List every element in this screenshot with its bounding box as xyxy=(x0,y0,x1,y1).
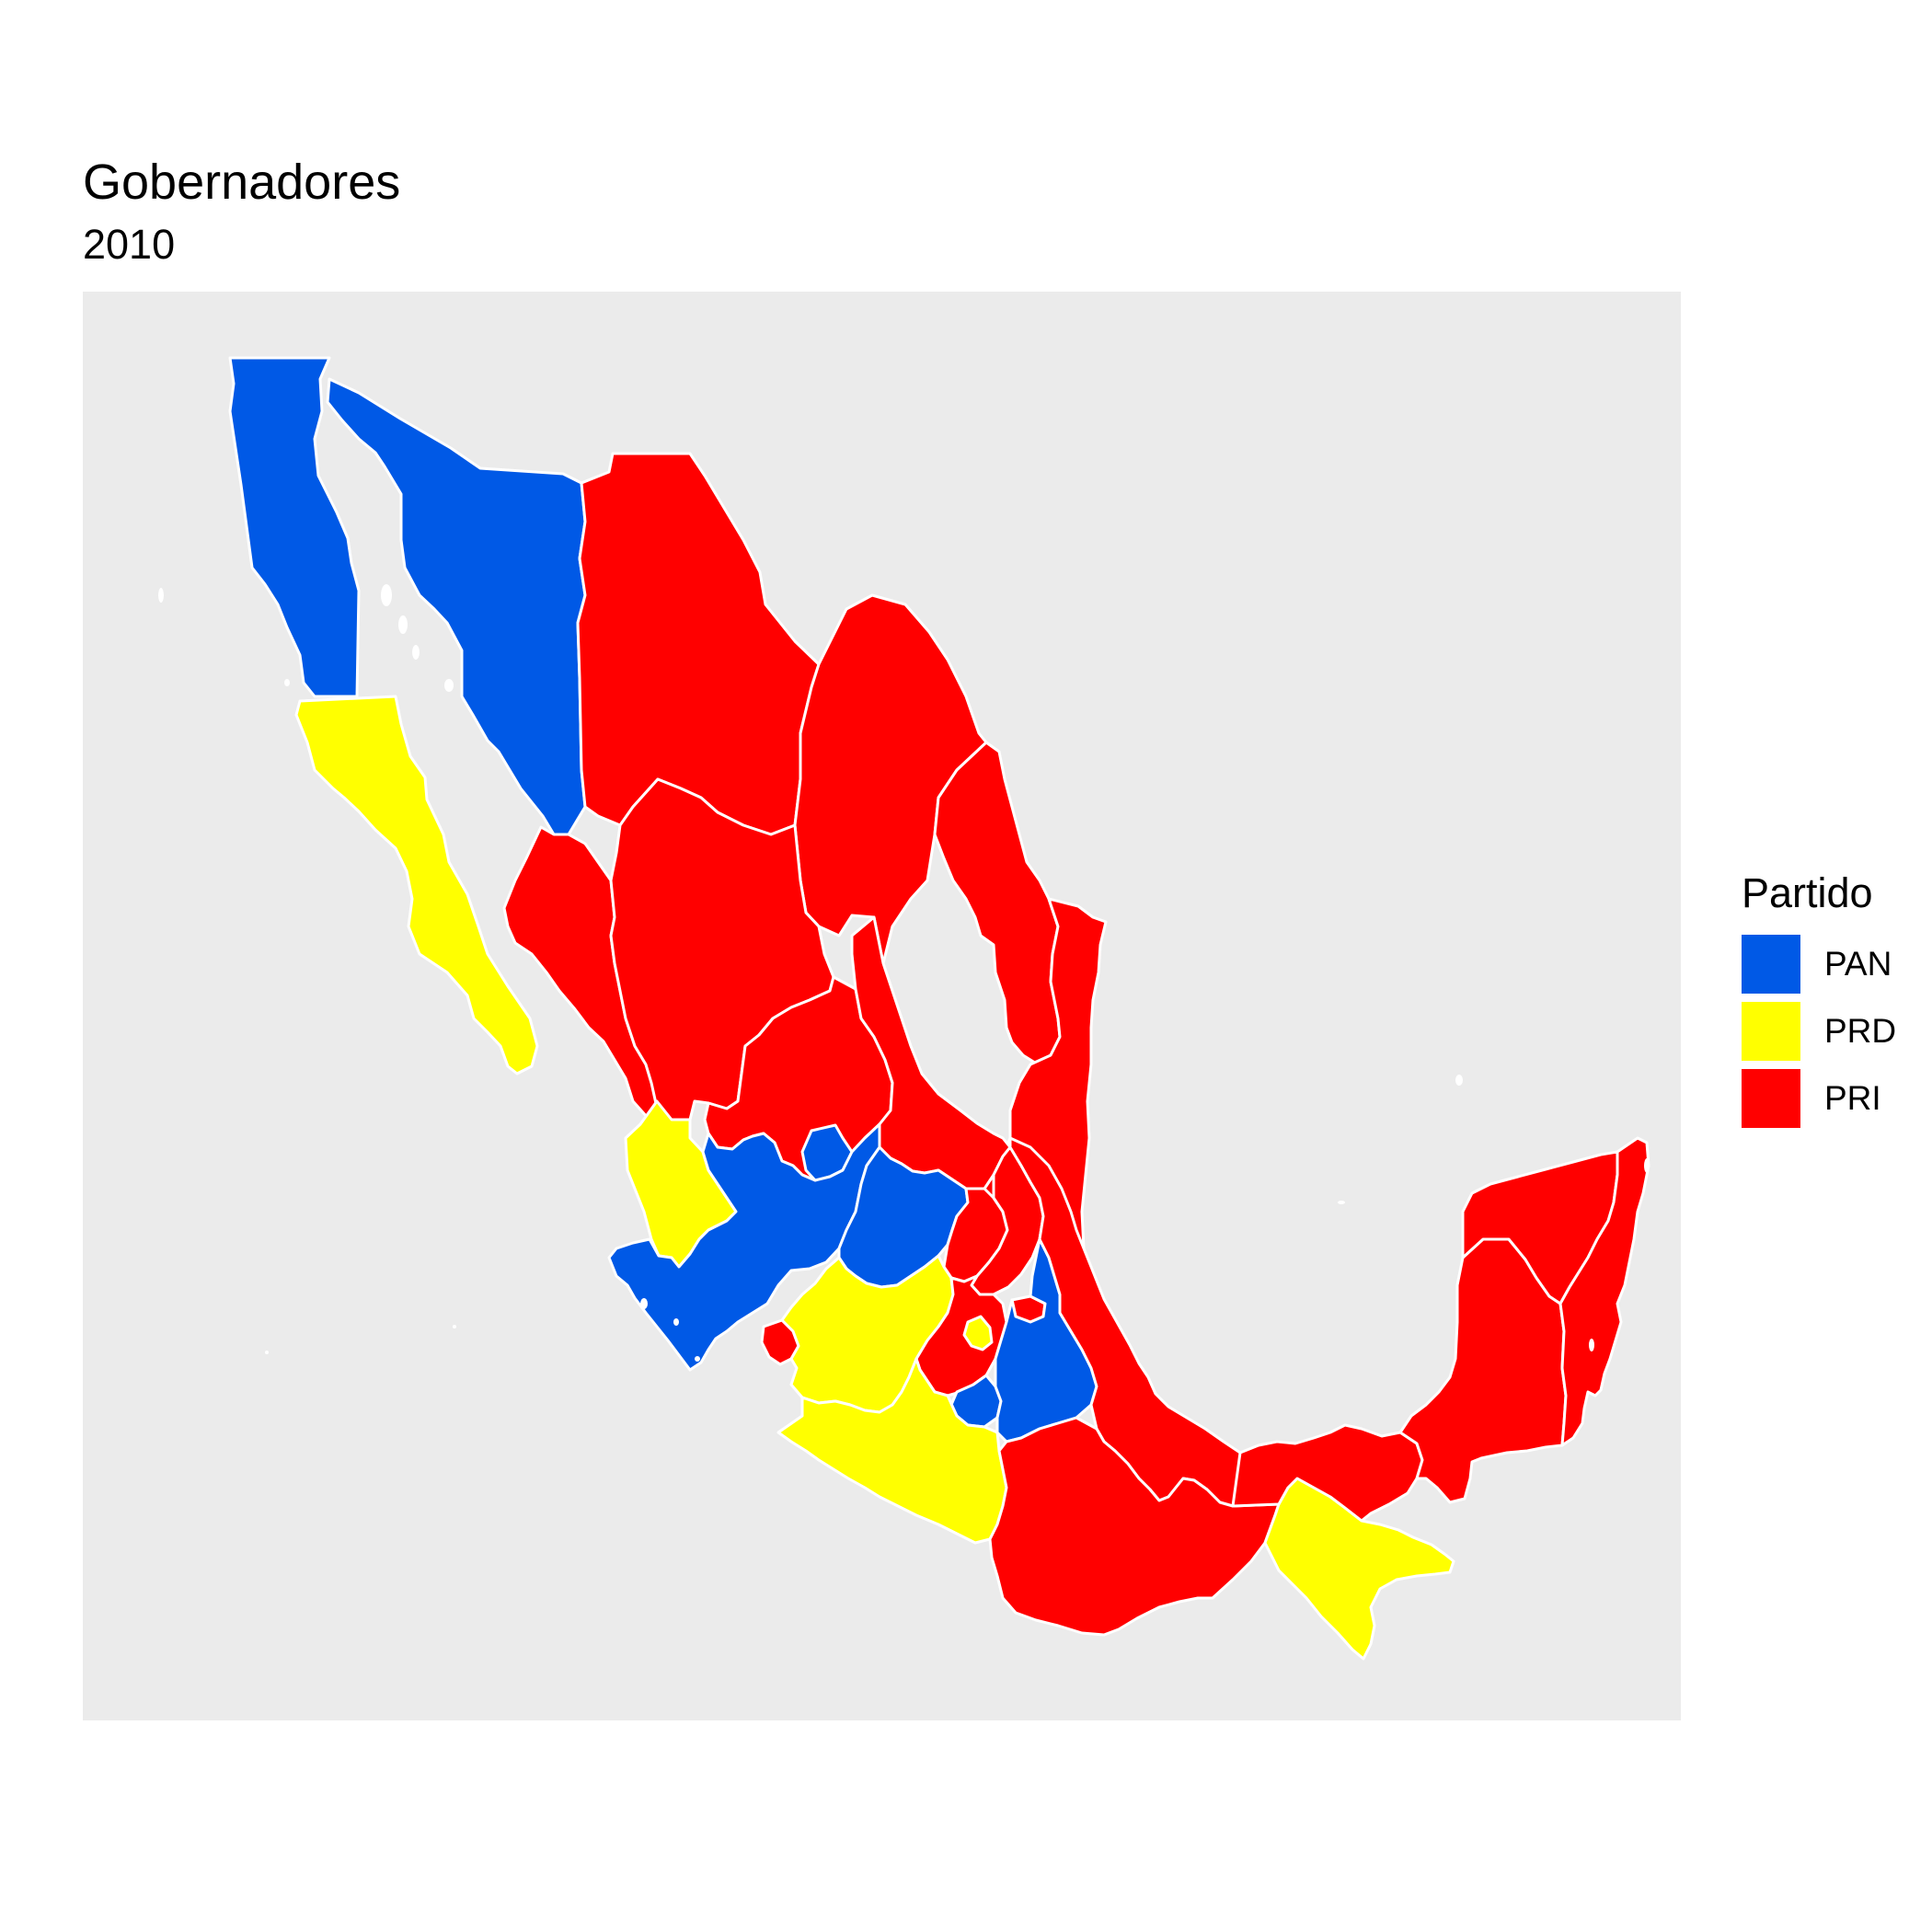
island-3 xyxy=(412,645,420,660)
state-oaxaca xyxy=(988,1416,1281,1637)
island-15 xyxy=(453,1325,456,1328)
state-baja-california xyxy=(228,356,361,698)
map-subtitle: 2010 xyxy=(83,221,176,268)
state-ciudad-de-mexico xyxy=(962,1315,994,1351)
legend-item-pan: PAN xyxy=(1742,930,1896,997)
legend: Partido PAN PRD PRI xyxy=(1742,869,1896,1132)
state-quintana-roo xyxy=(1558,1136,1650,1447)
island-1 xyxy=(381,584,392,606)
state-baja-california-sur xyxy=(294,695,539,1075)
state-chihuahua xyxy=(576,452,821,836)
legend-title: Partido xyxy=(1742,869,1873,916)
legend-key-pan xyxy=(1742,934,1800,994)
island-7 xyxy=(1455,1075,1463,1086)
island-8 xyxy=(1644,1158,1650,1173)
legend-item-pri: PRI xyxy=(1742,1064,1896,1132)
legend-key-pri xyxy=(1742,1068,1800,1128)
island-14 xyxy=(265,1351,269,1354)
legend-label-prd: PRD xyxy=(1824,1011,1897,1050)
island-10 xyxy=(673,1318,679,1326)
island-2 xyxy=(398,615,408,634)
island-9 xyxy=(1589,1339,1594,1351)
map-canvas xyxy=(158,356,1650,1661)
islands-layer xyxy=(158,584,1650,1362)
island-6 xyxy=(158,588,164,603)
island-13 xyxy=(1338,1201,1345,1204)
map-title: Gobernadores xyxy=(83,155,401,210)
map-panel xyxy=(83,292,1681,1720)
legend-item-prd: PRD xyxy=(1742,997,1896,1064)
legend-label-pri: PRI xyxy=(1824,1078,1881,1117)
states-layer xyxy=(228,356,1650,1661)
legend-key-prd xyxy=(1742,1001,1800,1061)
state-nuevo-leon xyxy=(933,741,1062,1066)
island-12 xyxy=(640,1298,648,1309)
island-5 xyxy=(284,679,290,686)
state-sonora xyxy=(326,377,587,836)
state-jalisco xyxy=(607,1122,881,1372)
island-11 xyxy=(695,1356,700,1362)
legend-label-pan: PAN xyxy=(1824,944,1892,983)
island-4 xyxy=(444,679,454,692)
